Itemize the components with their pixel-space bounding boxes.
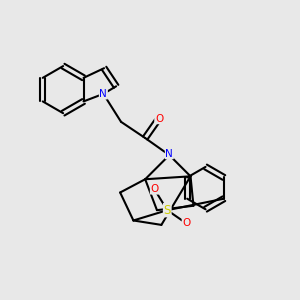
Text: O: O bbox=[155, 114, 163, 124]
Text: S: S bbox=[164, 204, 171, 217]
Text: O: O bbox=[182, 218, 190, 228]
Text: N: N bbox=[165, 148, 173, 159]
Text: O: O bbox=[151, 184, 159, 194]
Text: N: N bbox=[100, 89, 107, 99]
